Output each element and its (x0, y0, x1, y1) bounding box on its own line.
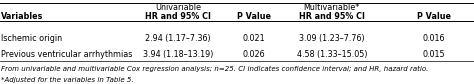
Text: Variables: Variables (1, 12, 43, 21)
Text: From univariable and multivariable Cox regression analysis; n=25. CI indicates c: From univariable and multivariable Cox r… (1, 66, 428, 72)
Text: Ischemic origin: Ischemic origin (1, 34, 62, 43)
Text: P Value: P Value (417, 12, 451, 21)
Text: P Value: P Value (237, 12, 271, 21)
Text: Univariable: Univariable (155, 3, 201, 12)
Text: 0.015: 0.015 (422, 50, 445, 59)
Text: 0.026: 0.026 (242, 50, 265, 59)
Text: 2.94 (1.17–7.36): 2.94 (1.17–7.36) (145, 34, 210, 43)
Text: HR and 95% CI: HR and 95% CI (145, 12, 211, 21)
Text: Previous ventricular arrhythmias: Previous ventricular arrhythmias (1, 50, 132, 59)
Text: *Adjusted for the variables in Table 5.: *Adjusted for the variables in Table 5. (1, 77, 134, 83)
Text: 3.09 (1.23–7.76): 3.09 (1.23–7.76) (299, 34, 365, 43)
Text: 3.94 (1.18–13.19): 3.94 (1.18–13.19) (143, 50, 213, 59)
Text: Multivariable*: Multivariable* (304, 3, 360, 12)
Text: HR and 95% CI: HR and 95% CI (299, 12, 365, 21)
Text: 0.021: 0.021 (242, 34, 265, 43)
Text: 4.58 (1.33–15.05): 4.58 (1.33–15.05) (297, 50, 367, 59)
Text: 0.016: 0.016 (422, 34, 445, 43)
